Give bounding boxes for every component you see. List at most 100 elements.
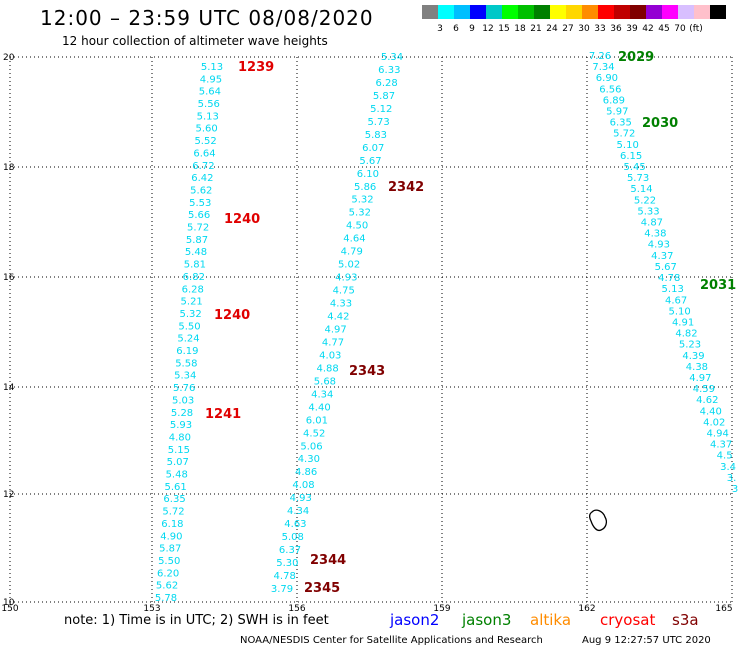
track-2-value: 5.08: [282, 532, 304, 543]
track-1-value: 5.93: [170, 420, 192, 431]
pass-time-label: 2342: [388, 180, 424, 195]
track-1-value: 5.62: [190, 185, 212, 196]
track-1-value: 5.32: [179, 309, 201, 320]
island-outline: [588, 509, 608, 532]
track-3-value: 5.23: [679, 340, 701, 351]
latitude-tick: 10: [3, 598, 15, 608]
track-1-value: 5.60: [196, 124, 218, 135]
legend-swatch: [566, 5, 582, 19]
track-3-value: 5.14: [630, 184, 652, 195]
track-1-value: 5.61: [164, 482, 186, 493]
track-1-value: 5.21: [181, 297, 203, 308]
satellite-legend-altika: altika: [530, 611, 572, 629]
track-2-value: 5.83: [365, 130, 387, 141]
track-3-value: 3.: [727, 473, 737, 484]
track-3-value: 5.73: [627, 173, 649, 184]
legend-label: 9: [469, 24, 475, 34]
track-1-value: 6.35: [163, 494, 185, 505]
latitude-tick: 16: [3, 273, 15, 283]
latitude-tick: 12: [3, 490, 14, 500]
track-3-value: 6.56: [599, 84, 621, 95]
latitude-tick-labels: 10 12 14 16 18 20: [3, 53, 15, 608]
track-1-value: 5.13: [197, 111, 219, 122]
track-2-value: 5.67: [359, 156, 381, 167]
latitude-tick: 14: [3, 383, 15, 393]
legend-label: 27: [562, 24, 574, 34]
track-2-value: 4.50: [346, 221, 368, 232]
track-2-value: 6.01: [306, 415, 328, 426]
track-1-value: 5.50: [158, 556, 180, 567]
track-2-value: 4.34: [311, 389, 333, 400]
track-3-value: 6.35: [610, 118, 632, 129]
pass-time-label: 2031: [700, 278, 736, 293]
track-2-value: 4.42: [327, 312, 349, 323]
legend-swatch: [438, 5, 454, 19]
track-1-value: 6.18: [161, 519, 183, 530]
satellite-legend-cryosat: cryosat: [600, 611, 656, 629]
track-2-value: 5.30: [276, 558, 298, 569]
track-1-value: 6.72: [192, 161, 214, 172]
legend-swatch: [662, 5, 678, 19]
longitude-tick: 156: [288, 604, 305, 614]
track-3-value: 3.4: [720, 462, 736, 473]
track-3-value: 4.93: [648, 240, 670, 251]
track-3-value: 4.02: [703, 417, 725, 428]
track-1-value: 5.58: [175, 358, 197, 369]
pass-time-label: 2343: [349, 364, 385, 379]
longitude-tick-labels: 150 153 156 159 162 165: [1, 604, 732, 614]
pass-time-label: 2030: [642, 116, 678, 131]
legend-swatch: [598, 5, 614, 19]
track-2-value: 4.75: [333, 286, 355, 297]
track-2-value: 5.34: [381, 52, 403, 63]
track-2-value: 5.06: [300, 441, 322, 452]
track-2-value: 6.37: [279, 545, 301, 556]
track-1-value: 6.19: [176, 346, 198, 357]
legend-swatch: [710, 5, 726, 19]
track-3-value: 7.26: [589, 51, 611, 62]
track-2-value: 4.88: [316, 363, 338, 374]
track-3-value: 5.45: [623, 162, 645, 173]
track-2-value: 5.12: [370, 104, 392, 115]
legend-label: 6: [453, 24, 459, 34]
track-3-value: 4.67: [665, 295, 687, 306]
legend-label: 70: [674, 24, 686, 34]
track-2-value: 5.86: [354, 182, 376, 193]
track-2-value: 4.64: [343, 234, 365, 245]
track-3-value: 4.62: [696, 395, 718, 406]
legend-swatch: [422, 5, 438, 19]
legend-swatch: [582, 5, 598, 19]
track-2-value: 6.07: [362, 143, 384, 154]
track-1-value: 4.80: [169, 432, 191, 443]
legend-swatch: [630, 5, 646, 19]
track-3-value: 5.97: [606, 107, 628, 118]
legend-label: 3: [437, 24, 443, 34]
track-2-value: 4.86: [295, 467, 317, 478]
track-2-value: 4.40: [308, 402, 330, 413]
legend-label: (ft): [689, 24, 703, 34]
legend-swatch: [614, 5, 630, 19]
map-subtitle: 12 hour collection of altimeter wave hei…: [62, 34, 328, 48]
legend-label: 39: [626, 24, 638, 34]
track-1-value: 5.28: [171, 408, 193, 419]
track-2-value: 5.32: [349, 208, 371, 219]
track-2-value: 4.79: [341, 247, 363, 258]
track-1-value: 5.56: [198, 99, 220, 110]
track-2-value: 4.34: [287, 506, 309, 517]
track-1-value: 5.15: [168, 445, 190, 456]
longitude-tick: 162: [578, 604, 595, 614]
track-3-value: 4.39: [682, 351, 704, 362]
track-2-value: 5.73: [367, 117, 389, 128]
track-3-value: 6.90: [596, 73, 618, 84]
track-3-value: 4.38: [686, 362, 708, 373]
track-3-value: 4.59: [693, 384, 715, 395]
pass-time-label: 2345: [304, 581, 340, 596]
track-3-value: 4.37: [710, 440, 732, 451]
track-2-value: 4.33: [330, 299, 352, 310]
track-3-value: 5.13: [662, 284, 684, 295]
track-3-value: 7.34: [592, 62, 614, 73]
track-2-value: 5.68: [314, 376, 336, 387]
legend-swatch: [534, 5, 550, 19]
track-1-value: 5.48: [166, 470, 188, 481]
pass-time-label: 1240: [224, 212, 260, 227]
track-2-value: 6.28: [376, 78, 398, 89]
